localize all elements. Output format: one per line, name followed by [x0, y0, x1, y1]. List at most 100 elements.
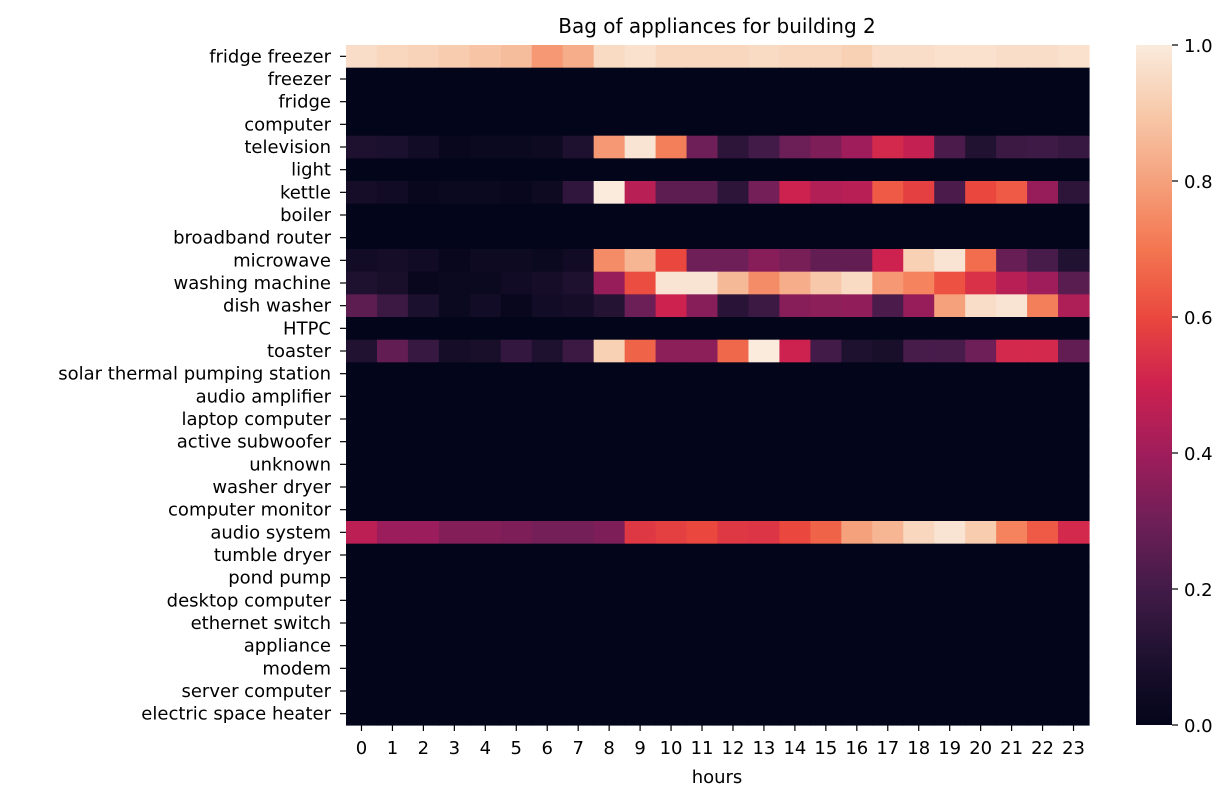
heatmap-cell [965, 317, 997, 341]
heatmap-cell [965, 475, 997, 499]
heatmap-cell [531, 135, 564, 159]
heatmap-cell [872, 702, 904, 726]
heatmap-cell [841, 271, 873, 295]
heatmap-cell [593, 226, 626, 250]
heatmap-cell [655, 362, 688, 386]
heatmap-cell [810, 430, 842, 454]
heatmap-cell [562, 407, 595, 431]
heatmap-cell [655, 407, 688, 431]
heatmap-cell [841, 113, 873, 137]
heatmap-cell [407, 181, 440, 205]
heatmap-cell [1027, 249, 1059, 273]
heatmap-cell [407, 543, 440, 567]
heatmap-cell [872, 566, 904, 590]
heatmap-cell [1058, 679, 1090, 703]
heatmap-cell [655, 543, 688, 567]
heatmap-cell [438, 67, 471, 91]
heatmap-cell [469, 362, 502, 386]
heatmap-cell [779, 203, 811, 227]
heatmap-cell [686, 611, 719, 635]
heatmap-cell [562, 453, 595, 477]
heatmap-cell [903, 702, 935, 726]
x-tick-label: 22 [1031, 738, 1054, 759]
heatmap-cell [841, 475, 873, 499]
heatmap-cell [407, 430, 440, 454]
y-tick-label: computer monitor [168, 500, 332, 521]
heatmap-cell [903, 543, 935, 567]
x-axis-label: hours [692, 767, 743, 788]
heatmap-cell [934, 113, 966, 137]
heatmap-cell [376, 67, 409, 91]
heatmap-cell [655, 113, 688, 137]
heatmap-cell [624, 521, 657, 545]
heatmap-cell [872, 226, 904, 250]
heatmap-cell [500, 339, 533, 363]
heatmap-cell [655, 589, 688, 613]
heatmap-cell [655, 634, 688, 658]
heatmap-cell [346, 158, 378, 182]
y-tick-label: microwave [233, 250, 331, 271]
heatmap-cell [469, 90, 502, 114]
heatmap-cell [934, 521, 966, 545]
x-tick-label: 3 [449, 738, 460, 759]
heatmap-cell [500, 90, 533, 114]
heatmap-cell [996, 226, 1028, 250]
heatmap-cell [624, 430, 657, 454]
heatmap-cell [686, 181, 719, 205]
heatmap-cell [717, 249, 750, 273]
heatmap-cell [748, 203, 781, 227]
heatmap-cell [748, 566, 781, 590]
heatmap-cell [469, 135, 502, 159]
heatmap-cell [531, 181, 564, 205]
x-tick-label: 4 [480, 738, 491, 759]
heatmap-cell [965, 657, 997, 681]
heatmap-cell [903, 226, 935, 250]
y-tick-label: freezer [268, 69, 332, 90]
heatmap-cell [934, 271, 966, 295]
heatmap-cell [810, 634, 842, 658]
heatmap-cell [1027, 702, 1059, 726]
y-tick-label: toaster [267, 341, 332, 362]
y-axis: fridge freezerfreezerfridgecomputertelev… [58, 46, 346, 725]
heatmap-cell [531, 702, 564, 726]
heatmap-cell [562, 45, 595, 69]
heatmap-cell [562, 702, 595, 726]
heatmap-cell [624, 45, 657, 69]
heatmap-cell [903, 566, 935, 590]
heatmap-cell [965, 634, 997, 658]
heatmap-cell [1058, 634, 1090, 658]
heatmap-cell [469, 657, 502, 681]
heatmap-cell [1027, 113, 1059, 137]
heatmap-cell [779, 271, 811, 295]
heatmap-cell [872, 679, 904, 703]
heatmap-cell [996, 181, 1028, 205]
heatmap-cell [965, 566, 997, 590]
heatmap-cell [686, 294, 719, 318]
heatmap-cell [438, 385, 471, 409]
heatmap-cell [872, 317, 904, 341]
heatmap-cell [562, 521, 595, 545]
heatmap-cell [748, 453, 781, 477]
heatmap-cell [655, 294, 688, 318]
x-tick-label: 12 [722, 738, 745, 759]
heatmap-cell [841, 679, 873, 703]
heatmap-cell [531, 226, 564, 250]
heatmap-cell [624, 589, 657, 613]
heatmap-cell [779, 158, 811, 182]
y-tick-label: television [244, 137, 331, 158]
heatmap-cell [407, 362, 440, 386]
heatmap-cell [469, 453, 502, 477]
heatmap-cell [934, 702, 966, 726]
y-tick-label: unknown [249, 454, 331, 475]
colorbar-tick-label: 0.4 [1184, 444, 1213, 465]
heatmap-cell [469, 702, 502, 726]
heatmap-cell [748, 135, 781, 159]
heatmap-cell [624, 498, 657, 522]
heatmap-cell [903, 385, 935, 409]
heatmap-cell [655, 475, 688, 499]
heatmap-cell [810, 158, 842, 182]
heatmap-cell [407, 294, 440, 318]
heatmap-cell [500, 407, 533, 431]
heatmap-cell [655, 158, 688, 182]
heatmap-cell [810, 521, 842, 545]
